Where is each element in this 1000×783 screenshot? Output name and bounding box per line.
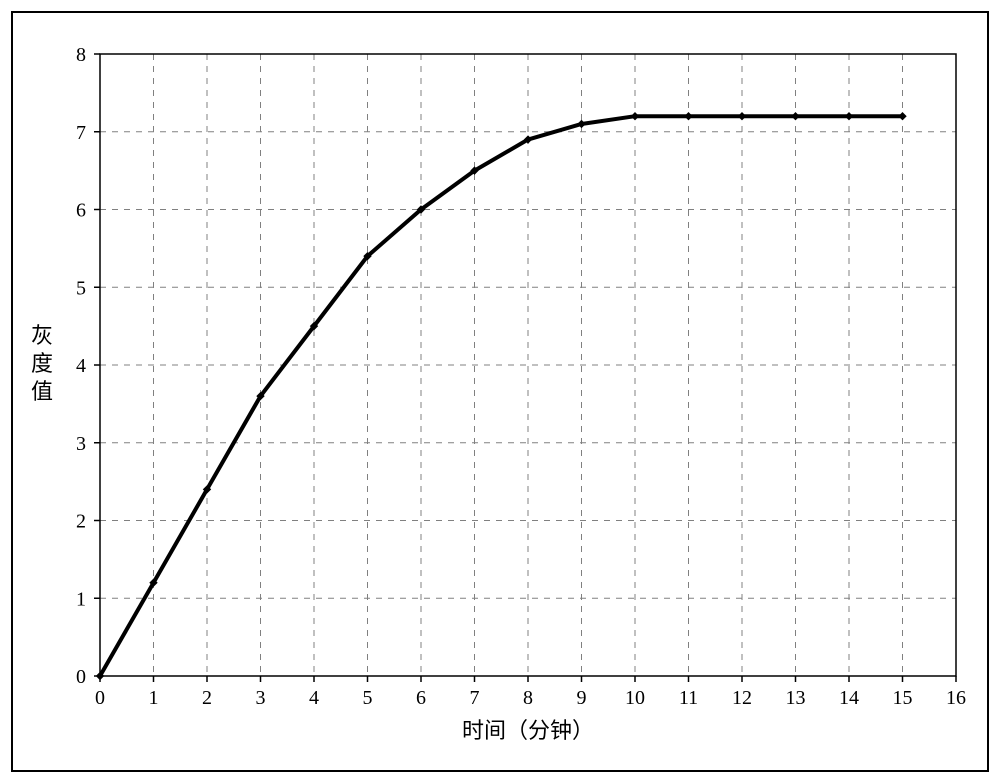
y-tick-label: 7 bbox=[76, 122, 86, 144]
y-tick-label: 6 bbox=[76, 200, 86, 222]
x-tick-label: 14 bbox=[839, 687, 859, 709]
x-tick-label: 3 bbox=[256, 687, 266, 709]
svg-text:灰: 灰 bbox=[31, 323, 53, 348]
x-tick-label: 9 bbox=[577, 687, 587, 709]
chart-container: 012345678910111213141516012345678时间（分钟）灰… bbox=[0, 0, 1000, 783]
y-tick-label: 4 bbox=[76, 355, 86, 377]
line-chart: 012345678910111213141516012345678时间（分钟）灰… bbox=[0, 0, 1000, 783]
x-tick-label: 0 bbox=[95, 687, 105, 709]
x-tick-label: 6 bbox=[416, 687, 426, 709]
y-tick-label: 1 bbox=[76, 588, 86, 610]
x-tick-label: 11 bbox=[679, 687, 698, 709]
y-tick-label: 5 bbox=[76, 277, 86, 299]
x-tick-label: 10 bbox=[625, 687, 645, 709]
y-tick-label: 3 bbox=[76, 433, 86, 455]
y-tick-label: 0 bbox=[76, 666, 86, 688]
x-tick-label: 4 bbox=[309, 687, 319, 709]
x-tick-label: 1 bbox=[149, 687, 159, 709]
x-axis-label: 时间（分钟） bbox=[462, 718, 594, 743]
x-tick-label: 13 bbox=[786, 687, 806, 709]
x-tick-label: 12 bbox=[732, 687, 752, 709]
x-tick-label: 16 bbox=[946, 687, 966, 709]
svg-text:度: 度 bbox=[31, 351, 53, 376]
y-axis-label: 灰度值 bbox=[31, 323, 53, 404]
x-tick-label: 15 bbox=[893, 687, 913, 709]
svg-text:值: 值 bbox=[31, 379, 53, 404]
x-tick-label: 2 bbox=[202, 687, 212, 709]
x-tick-label: 7 bbox=[470, 687, 480, 709]
x-tick-label: 8 bbox=[523, 687, 533, 709]
y-tick-label: 2 bbox=[76, 511, 86, 533]
x-tick-label: 5 bbox=[363, 687, 373, 709]
y-tick-label: 8 bbox=[76, 44, 86, 66]
